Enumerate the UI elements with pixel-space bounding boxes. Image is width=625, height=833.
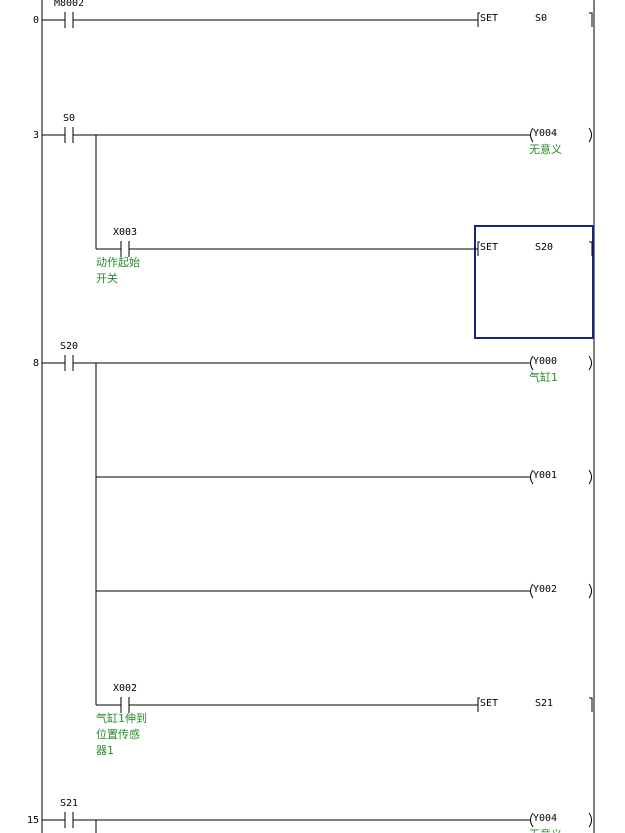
set-instruction: SET bbox=[480, 242, 498, 253]
step-number: 15 bbox=[27, 815, 39, 826]
set-operand: S20 bbox=[535, 242, 553, 253]
contact-label: S21 bbox=[60, 798, 78, 809]
set-bracket bbox=[477, 12, 480, 27]
cursor[interactable] bbox=[474, 225, 594, 339]
coil-bracket bbox=[588, 355, 592, 371]
coil-bracket bbox=[530, 812, 534, 828]
coil-bracket bbox=[588, 127, 592, 143]
coil-operand: Y004 bbox=[533, 813, 557, 824]
step-number: 3 bbox=[33, 130, 39, 141]
set-bracket bbox=[589, 241, 593, 256]
coil-operand: Y002 bbox=[533, 584, 557, 595]
set-bracket bbox=[589, 697, 593, 712]
set-operand: S0 bbox=[535, 13, 547, 24]
step-number: 0 bbox=[33, 15, 39, 26]
coil-comment: 气缸1 bbox=[529, 370, 558, 384]
set-instruction: SET bbox=[480, 13, 498, 24]
contact-comment: 开关 bbox=[96, 271, 118, 285]
coil-comment: 无意义 bbox=[529, 142, 562, 156]
contact-label: X002 bbox=[113, 683, 137, 694]
contact-comment: 位置传感 bbox=[96, 727, 140, 741]
set-instruction: SET bbox=[480, 698, 498, 709]
coil-bracket bbox=[588, 469, 592, 485]
set-bracket bbox=[589, 12, 593, 27]
set-bracket bbox=[477, 697, 480, 712]
contact-label: M8002 bbox=[54, 0, 84, 9]
coil-comment: 无意义 bbox=[529, 827, 562, 833]
contact-comment: 气缸1伸到 bbox=[96, 711, 147, 725]
coil-operand: Y001 bbox=[533, 470, 557, 481]
contact-label: S0 bbox=[63, 113, 75, 124]
coil-bracket bbox=[530, 469, 534, 485]
set-operand: S21 bbox=[535, 698, 553, 709]
coil-bracket bbox=[588, 583, 592, 599]
contact-label: X003 bbox=[113, 227, 137, 238]
contact-comment: 器1 bbox=[96, 744, 114, 757]
set-bracket bbox=[477, 241, 480, 256]
coil-bracket bbox=[530, 583, 534, 599]
coil-bracket bbox=[588, 812, 592, 828]
coil-operand: Y000 bbox=[533, 356, 557, 367]
step-number: 8 bbox=[33, 358, 39, 369]
contact-label: S20 bbox=[60, 341, 78, 352]
contact-comment: 动作起始 bbox=[96, 255, 140, 269]
coil-operand: Y004 bbox=[533, 128, 557, 139]
coil-bracket bbox=[530, 127, 534, 143]
coil-bracket bbox=[530, 355, 534, 371]
